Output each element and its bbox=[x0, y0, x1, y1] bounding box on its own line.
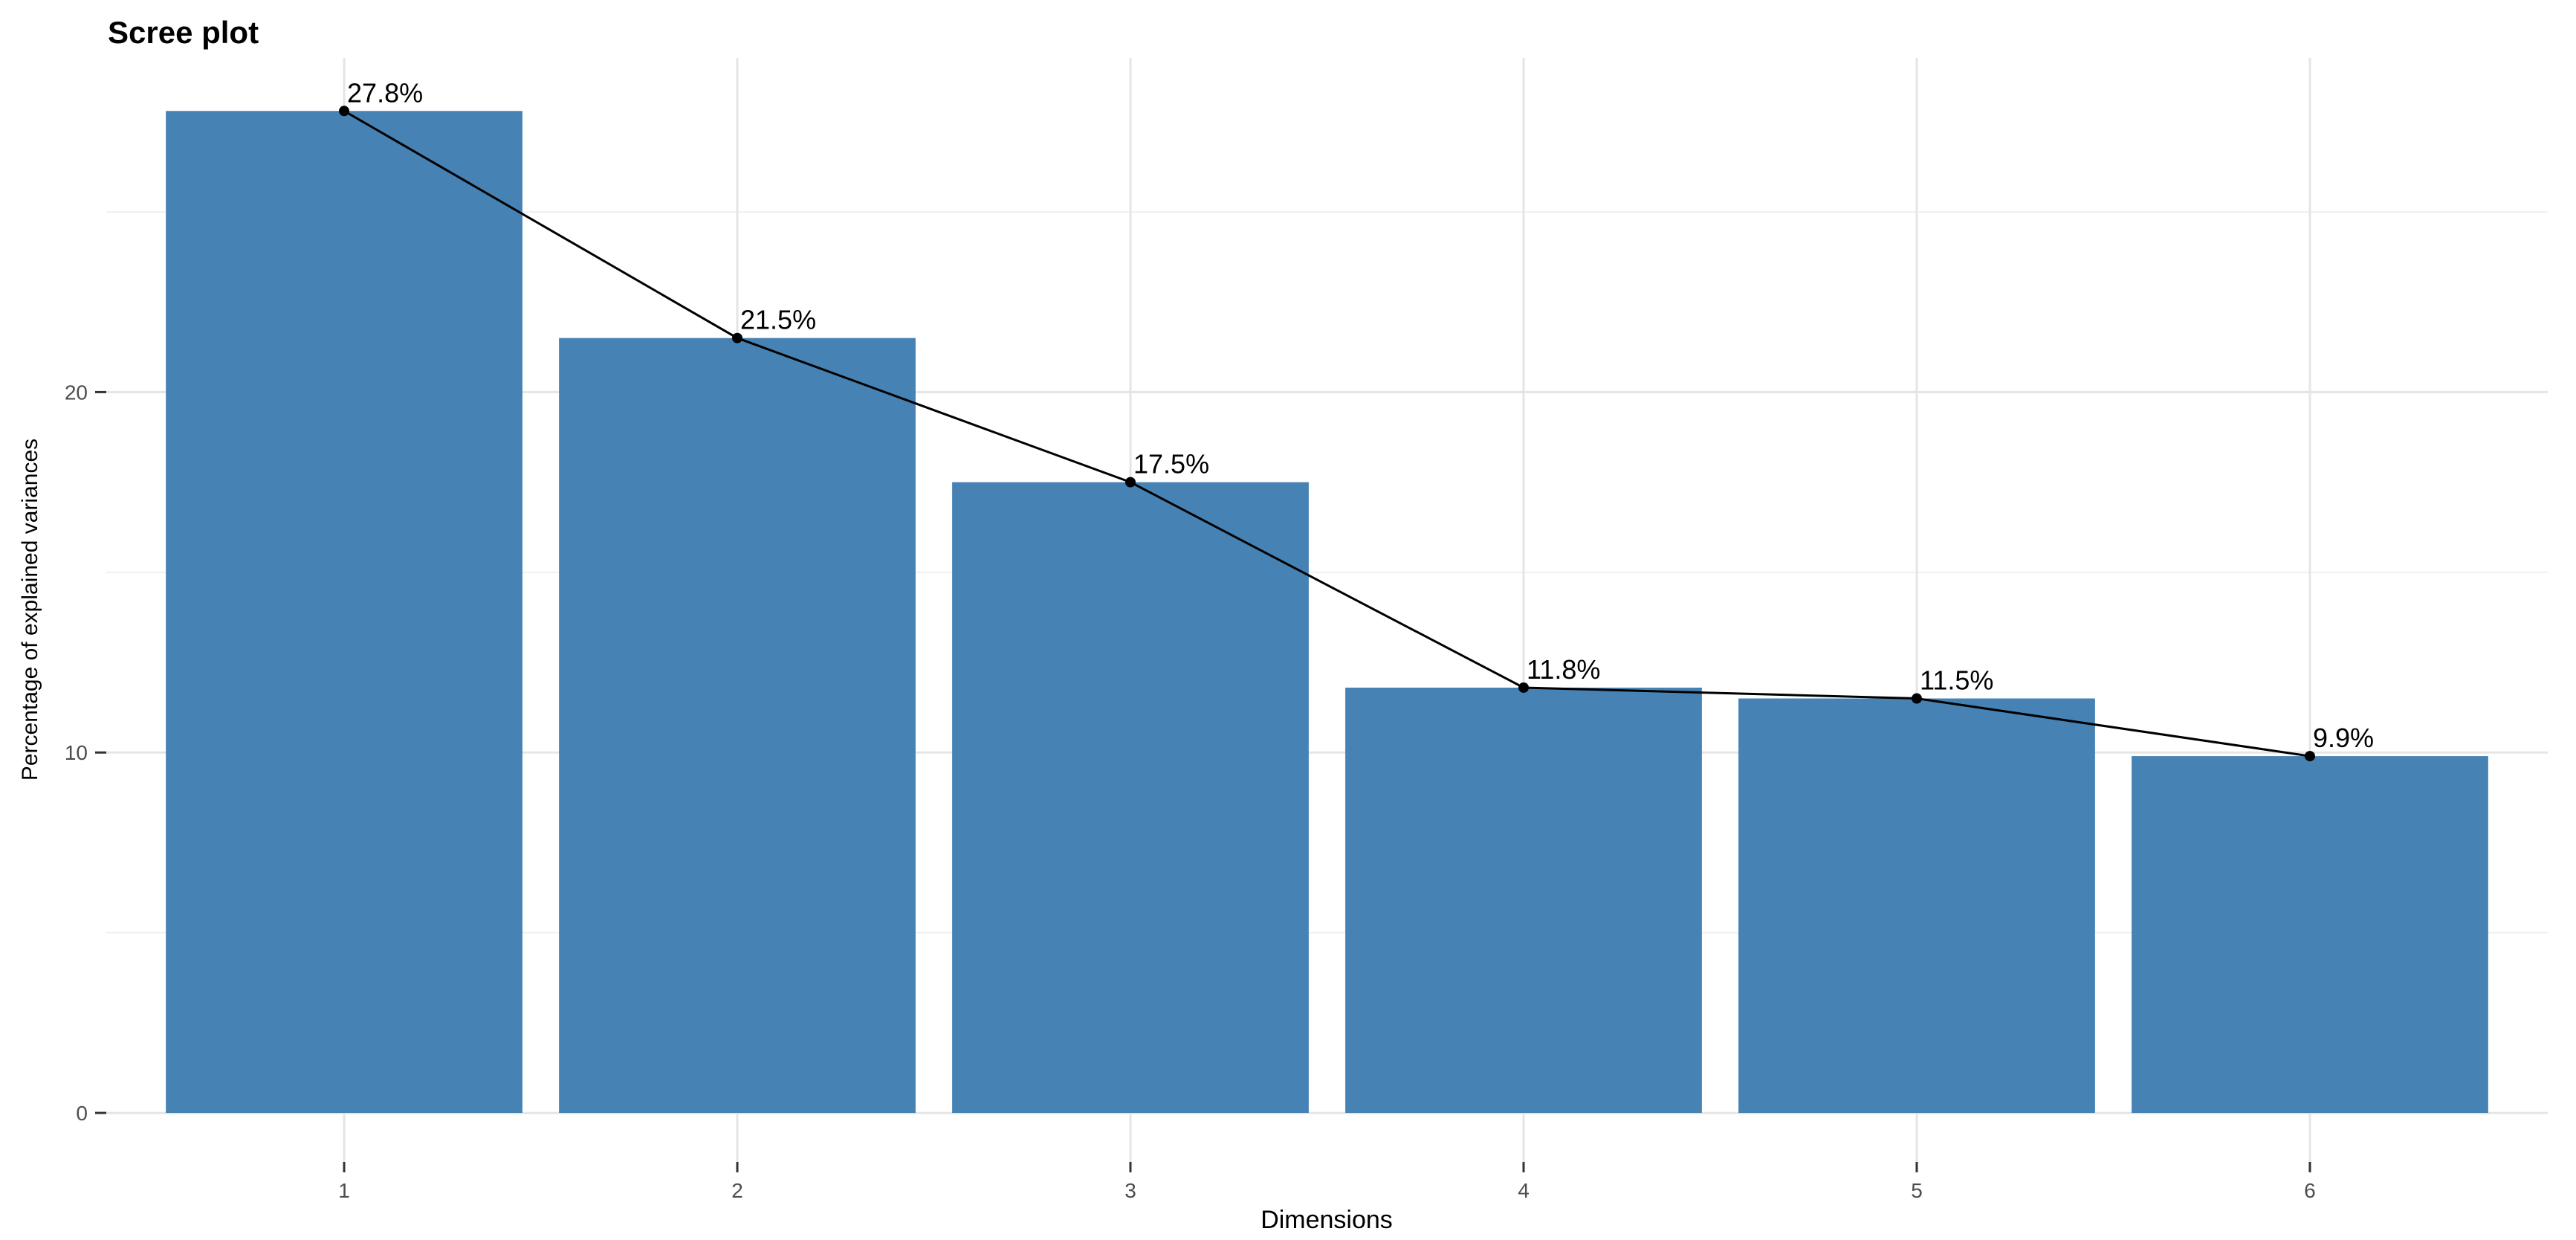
point-labels: 27.8% 21.5% 17.5% 11.8% 11.5% 9.9% bbox=[347, 77, 2374, 753]
point-dim-4 bbox=[1518, 682, 1529, 693]
x-tick-label-1: 1 bbox=[338, 1179, 350, 1202]
bar-dim-6 bbox=[2132, 756, 2488, 1114]
x-tick-label-6: 6 bbox=[2304, 1179, 2316, 1202]
chart-title: Scree plot bbox=[108, 15, 259, 50]
point-label-dim-1: 27.8% bbox=[347, 77, 423, 108]
x-tick-label-5: 5 bbox=[1911, 1179, 1923, 1202]
point-dim-3 bbox=[1125, 477, 1136, 488]
y-axis-ticks: 0 10 20 bbox=[65, 381, 106, 1125]
bar-dim-1 bbox=[166, 111, 522, 1114]
y-tick-label-0: 0 bbox=[76, 1102, 88, 1125]
bar-dim-3 bbox=[952, 482, 1309, 1114]
y-tick-label-10: 10 bbox=[65, 741, 88, 764]
variance-line bbox=[343, 109, 2311, 758]
point-dim-1 bbox=[339, 106, 350, 117]
y-axis-title: Percentage of explained variances bbox=[18, 439, 42, 781]
point-dim-2 bbox=[732, 332, 743, 343]
bar-dim-5 bbox=[1738, 698, 2095, 1114]
point-label-dim-2: 21.5% bbox=[740, 305, 816, 335]
bar-dim-2 bbox=[559, 338, 916, 1114]
x-axis-ticks: 1 2 3 4 5 6 bbox=[338, 1162, 2316, 1202]
point-label-dim-5: 11.5% bbox=[1920, 665, 1993, 696]
x-axis-title: Dimensions bbox=[1261, 1206, 1393, 1234]
point-dim-5 bbox=[1911, 693, 1922, 704]
y-tick-label-20: 20 bbox=[65, 381, 88, 404]
x-tick-label-2: 2 bbox=[731, 1179, 743, 1202]
point-dim-6 bbox=[2304, 751, 2315, 762]
point-label-dim-6: 9.9% bbox=[2313, 723, 2374, 753]
x-tick-label-4: 4 bbox=[1518, 1179, 1530, 1202]
point-label-dim-3: 17.5% bbox=[1133, 449, 1209, 479]
data-points bbox=[339, 106, 2315, 762]
bar-series bbox=[166, 111, 2488, 1114]
point-label-dim-4: 11.8% bbox=[1527, 654, 1600, 685]
x-tick-label-3: 3 bbox=[1124, 1179, 1136, 1202]
bar-dim-4 bbox=[1345, 687, 1702, 1114]
